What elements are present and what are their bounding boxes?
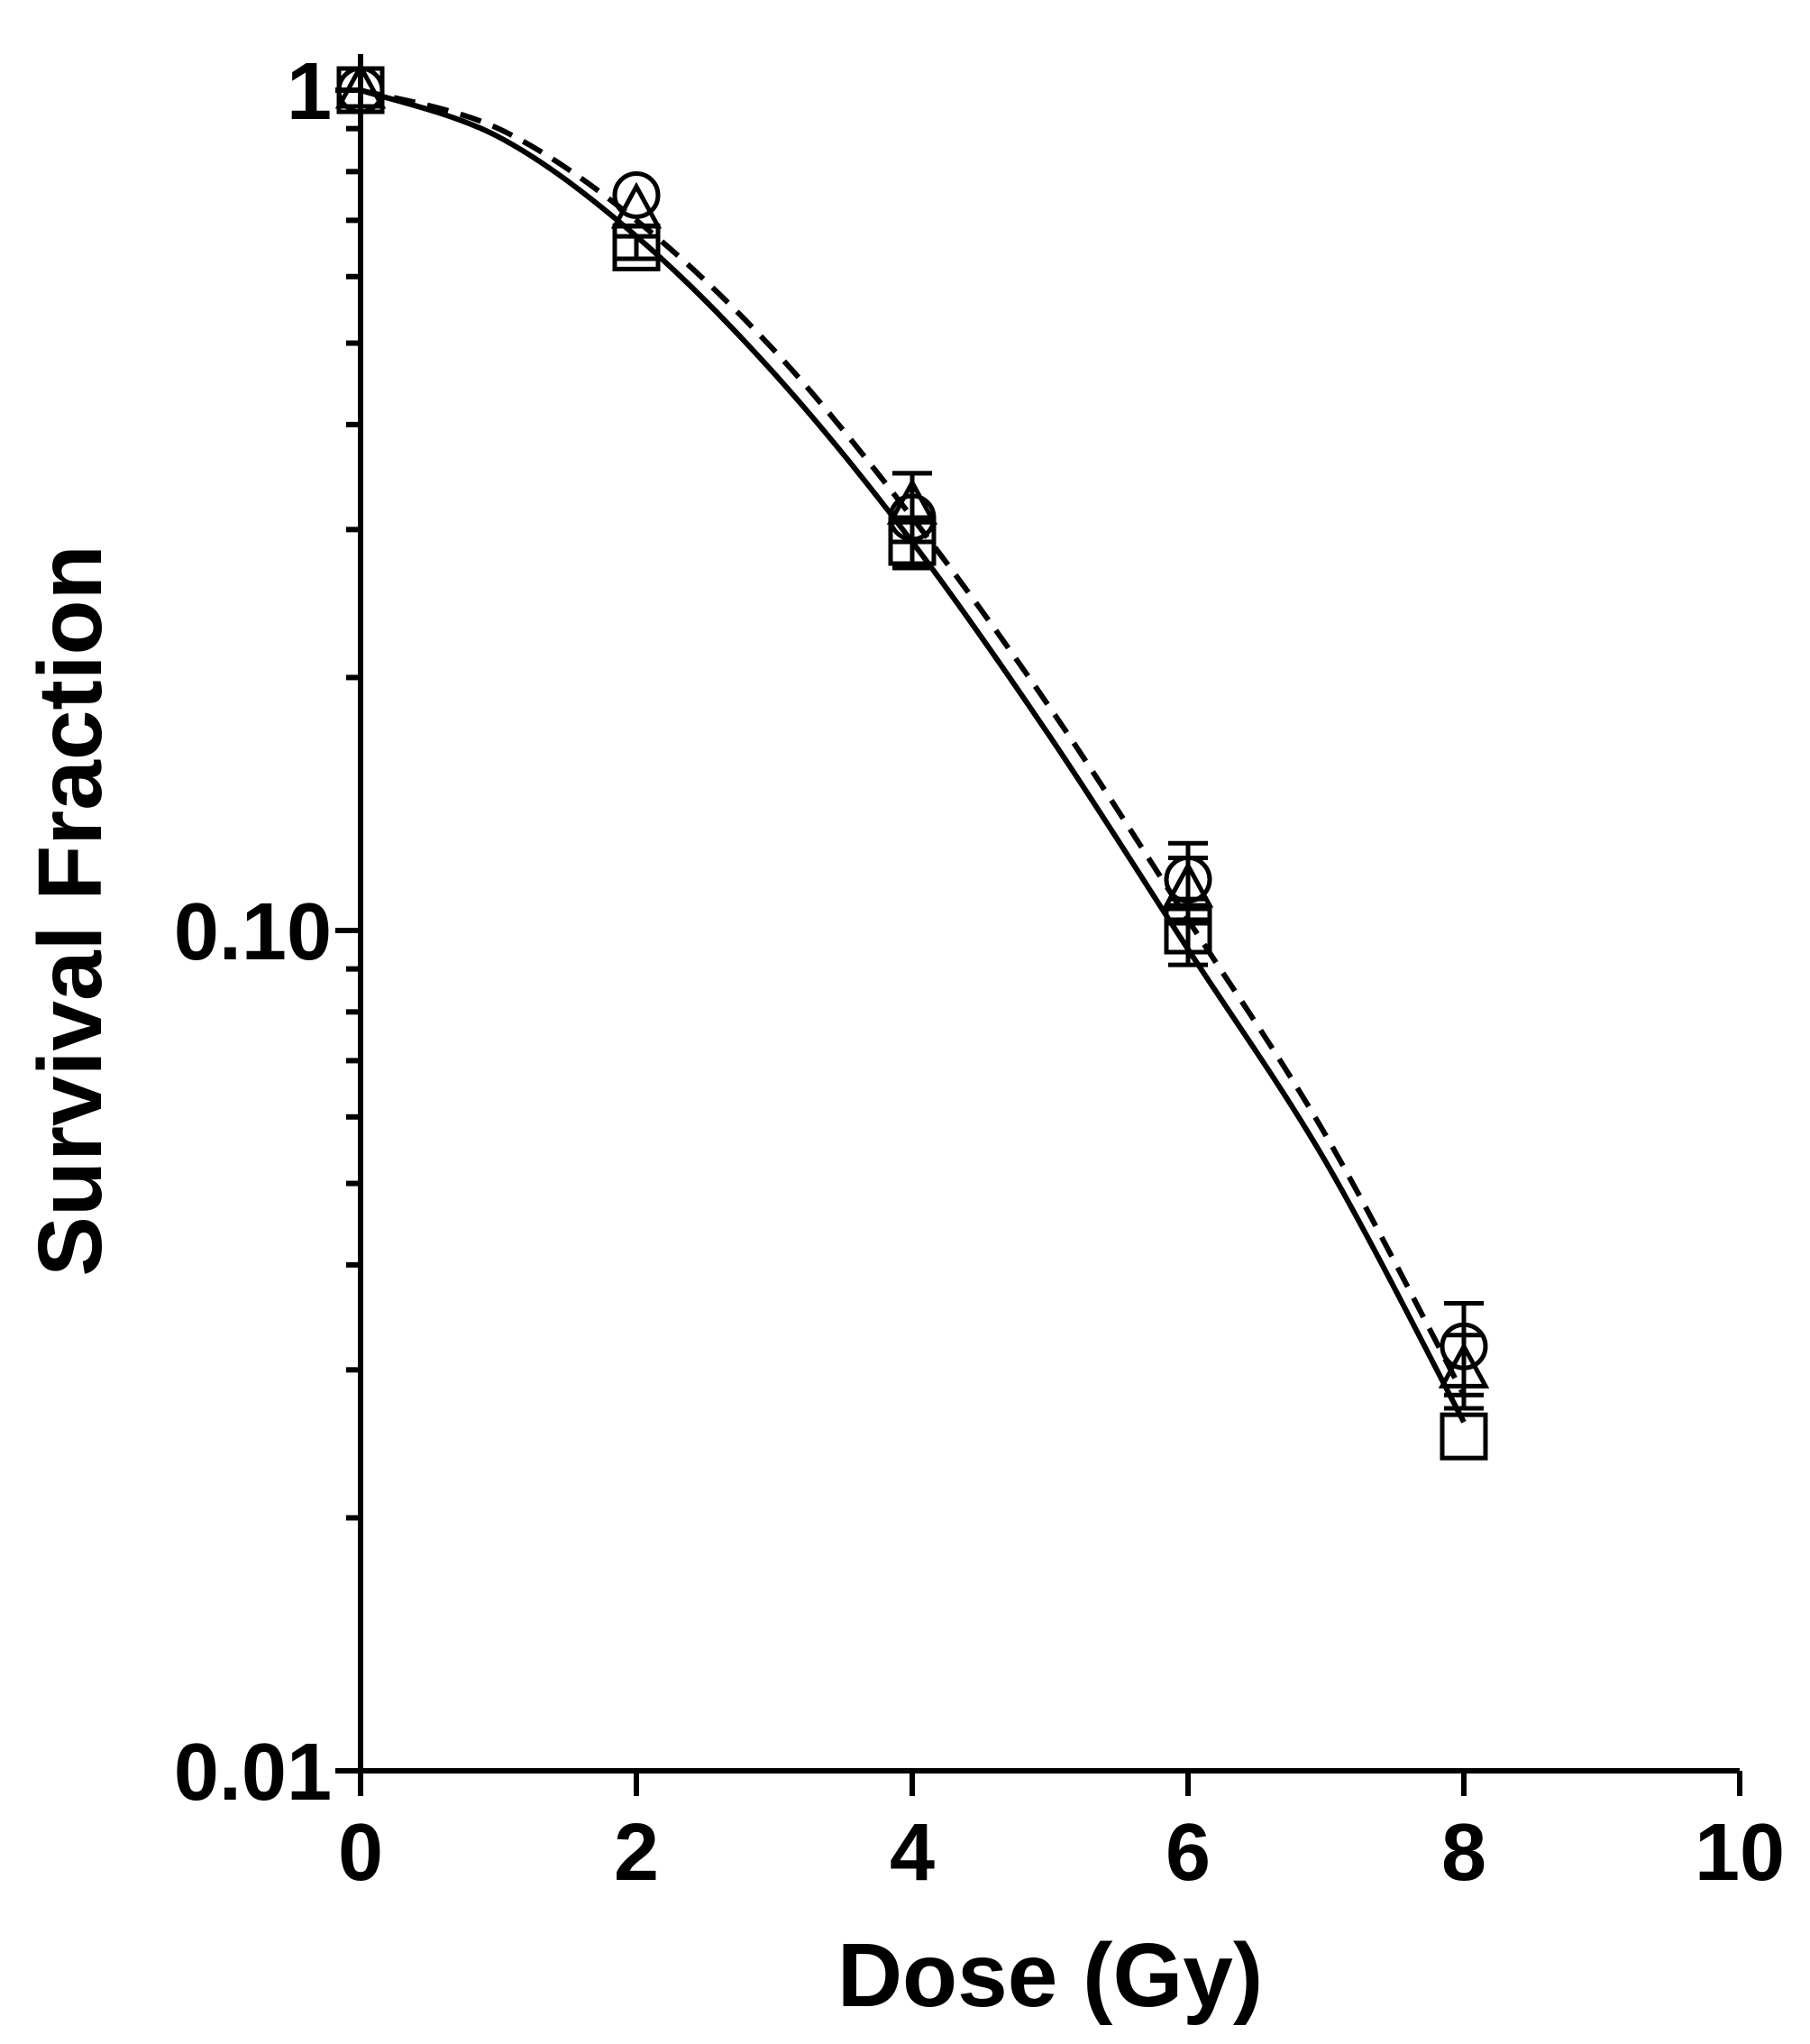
x-axis-title: Dose (Gy)	[837, 1925, 1263, 2026]
circle-marker	[1164, 855, 1212, 903]
x-tick-label: 4	[890, 1808, 935, 1898]
fit-curve-dashed	[360, 87, 1467, 1397]
y-tick-label: 1	[287, 47, 332, 137]
square-marker	[1440, 1412, 1488, 1461]
x-tick-label: 2	[614, 1808, 659, 1898]
y-axis-title: Survival Fraction	[20, 545, 121, 1276]
square-marker	[888, 518, 937, 566]
axes	[358, 54, 1740, 1774]
square-marker	[1164, 906, 1212, 955]
square-marker	[612, 223, 661, 271]
y-tick-label: 0.01	[174, 1728, 332, 1818]
circle-marker	[1440, 1322, 1488, 1370]
y-ticks: 1 0.10 0.01	[174, 47, 361, 1818]
data-markers	[334, 61, 1490, 1461]
x-tick-label: 6	[1166, 1808, 1211, 1898]
x-tick-label: 0	[338, 1808, 383, 1898]
fit-curves	[360, 87, 1467, 1424]
x-ticks: 0 2 4 6 8 10	[338, 1771, 1785, 1898]
triangle-marker	[1162, 860, 1214, 908]
x-tick-label: 10	[1695, 1808, 1785, 1898]
circle-marker	[612, 170, 661, 219]
triangle-marker	[1438, 1342, 1490, 1389]
error-bars	[617, 234, 1484, 1411]
x-tick-label: 8	[1441, 1808, 1486, 1898]
fit-curve-solid	[360, 87, 1467, 1424]
y-tick-label: 0.10	[174, 887, 332, 977]
